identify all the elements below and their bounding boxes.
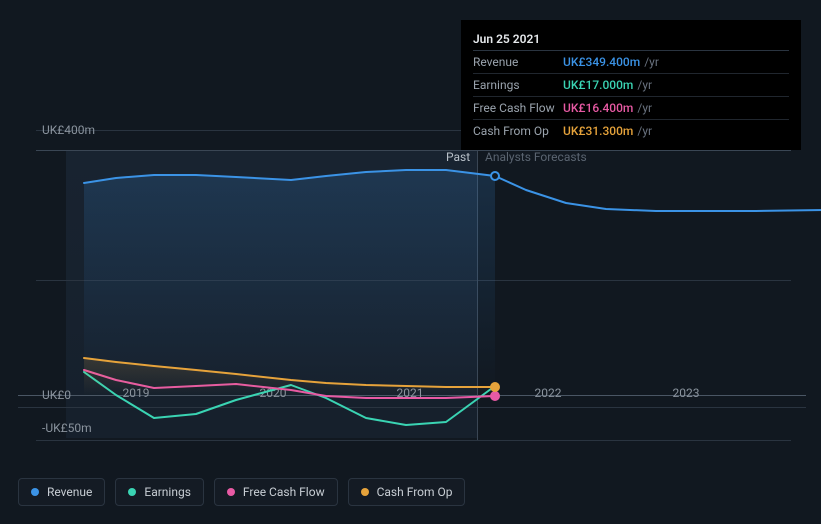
tooltip-row: RevenueUK£349.400m/yr <box>473 51 789 74</box>
tooltip-row-label: Free Cash Flow <box>473 101 563 115</box>
legend: Revenue Earnings Free Cash Flow Cash From O… <box>18 478 465 506</box>
tooltip-row-unit: /yr <box>637 101 652 115</box>
legend-item-label: Revenue <box>47 485 92 499</box>
legend-item-label: Cash From Op <box>377 485 453 499</box>
tooltip-row-label: Cash From Op <box>473 124 563 138</box>
y-label-0: UK£0 <box>42 388 71 402</box>
tooltip-row: Cash From OpUK£31.300m/yr <box>473 120 789 142</box>
tooltip-row-value: UK£16.400m <box>563 101 633 115</box>
x-tick-2021: 2021 <box>397 386 424 400</box>
tooltip-row-unit: /yr <box>637 78 652 92</box>
tooltip-row: EarningsUK£17.000m/yr <box>473 74 789 97</box>
y-label-neg50: -UK£50m <box>42 421 92 435</box>
legend-item-revenue[interactable]: Revenue <box>18 478 105 506</box>
hover-tooltip: Jun 25 2021 RevenueUK£349.400m/yrEarning… <box>461 20 801 150</box>
x-tick-2020: 2020 <box>260 386 287 400</box>
legend-item-label: Free Cash Flow <box>243 485 325 499</box>
gridline-280-area <box>36 280 791 281</box>
legend-item-fcf[interactable]: Free Cash Flow <box>214 478 338 506</box>
legend-item-label: Earnings <box>144 485 191 499</box>
legend-dot-icon <box>227 488 235 496</box>
tooltip-row-unit: /yr <box>644 55 659 69</box>
tooltip-row-value-wrap: UK£31.300m/yr <box>563 124 652 138</box>
tooltip-row-label: Revenue <box>473 55 563 69</box>
gridline-bottom <box>36 440 791 441</box>
gridline-mid-lower <box>18 407 806 408</box>
x-tick-2023: 2023 <box>673 386 700 400</box>
tooltip-date: Jun 25 2021 <box>473 28 789 51</box>
legend-item-cfo[interactable]: Cash From Op <box>348 478 466 506</box>
tooltip-row-label: Earnings <box>473 78 563 92</box>
tooltip-row-value-wrap: UK£349.400m/yr <box>563 55 659 69</box>
tooltip-row-value: UK£31.300m <box>563 124 633 138</box>
gridline-past-top <box>36 150 791 151</box>
tooltip-row: Free Cash FlowUK£16.400m/yr <box>473 97 789 120</box>
past-forecast-divider <box>477 150 478 440</box>
tooltip-row-value-wrap: UK£17.000m/yr <box>563 78 652 92</box>
tooltip-row-value: UK£349.400m <box>563 55 640 69</box>
region-label-forecast: Analysts Forecasts <box>485 150 587 164</box>
legend-dot-icon <box>361 488 369 496</box>
y-label-400: UK£400m <box>42 123 95 137</box>
legend-item-earnings[interactable]: Earnings <box>115 478 204 506</box>
legend-dot-icon <box>128 488 136 496</box>
tooltip-row-unit: /yr <box>637 124 652 138</box>
region-label-past: Past <box>446 150 470 164</box>
x-tick-2022: 2022 <box>535 386 562 400</box>
tooltip-row-value: UK£17.000m <box>563 78 633 92</box>
tooltip-row-value-wrap: UK£16.400m/yr <box>563 101 652 115</box>
x-tick-2019: 2019 <box>123 386 150 400</box>
legend-dot-icon <box>31 488 39 496</box>
